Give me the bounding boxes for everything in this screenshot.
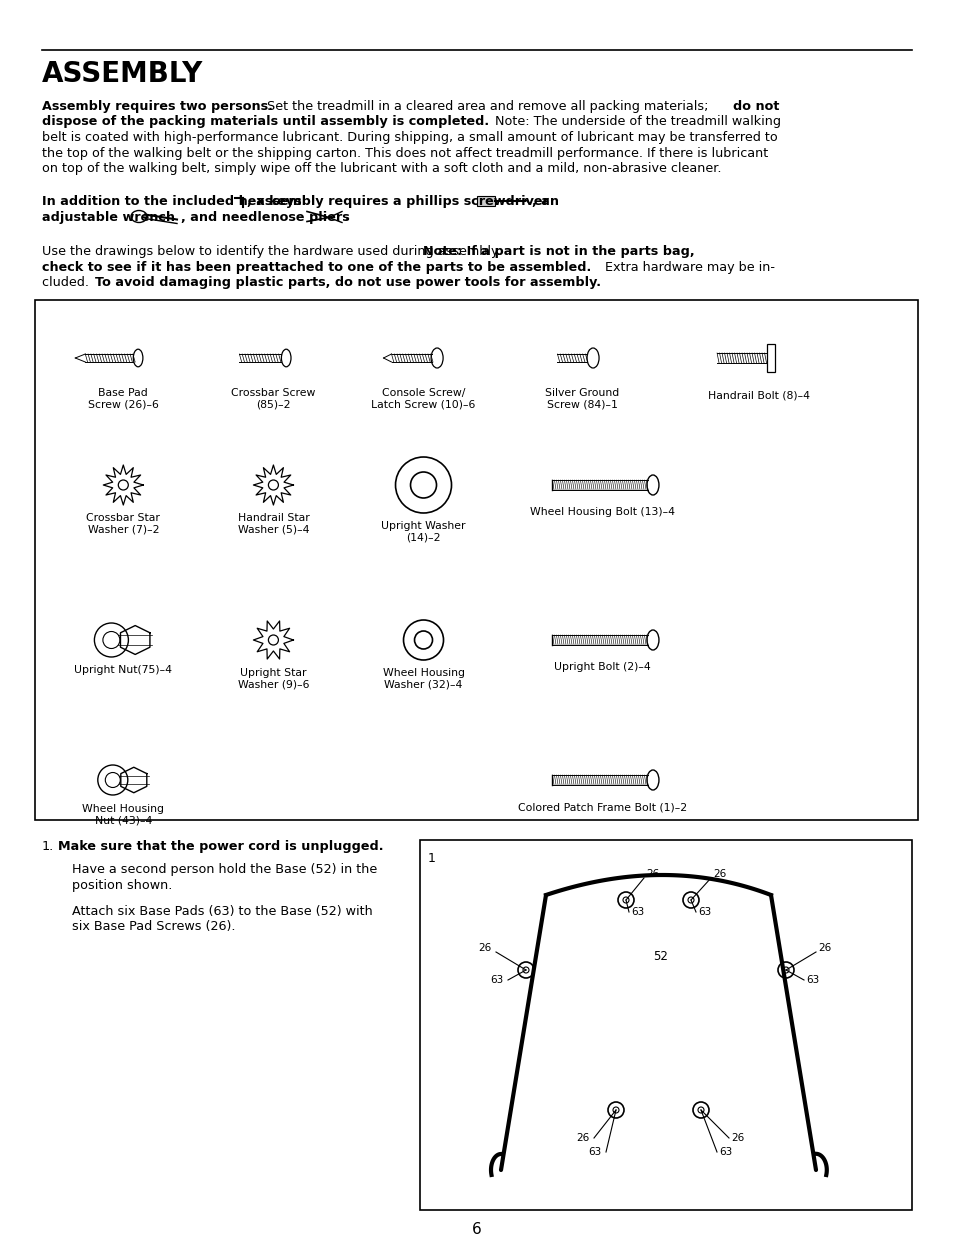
Text: 63: 63 [805, 974, 819, 986]
Text: 63: 63 [490, 974, 503, 986]
Bar [766, 345, 774, 372]
Circle shape [522, 967, 529, 973]
Circle shape [415, 631, 432, 650]
Text: 26: 26 [712, 869, 725, 879]
Text: check to see if it has been preattached to one of the parts to be assembled.: check to see if it has been preattached … [42, 261, 591, 273]
Circle shape [782, 967, 788, 973]
Circle shape [607, 1102, 623, 1118]
Circle shape [105, 773, 120, 788]
Circle shape [517, 962, 534, 978]
Text: Console Screw/
Latch Screw (10)–6: Console Screw/ Latch Screw (10)–6 [371, 388, 476, 410]
Text: cluded.: cluded. [42, 275, 92, 289]
Circle shape [94, 622, 129, 657]
Text: 26: 26 [477, 944, 491, 953]
Text: 63: 63 [719, 1147, 732, 1157]
Text: do not: do not [732, 100, 779, 112]
Text: Handrail Bolt (8)–4: Handrail Bolt (8)–4 [707, 390, 809, 400]
Text: Set the treadmill in a cleared area and remove all packing materials;: Set the treadmill in a cleared area and … [262, 100, 712, 112]
Circle shape [103, 631, 120, 648]
Text: 26: 26 [576, 1132, 589, 1144]
Text: Upright Star
Washer (9)–6: Upright Star Washer (9)–6 [237, 668, 309, 689]
Circle shape [687, 897, 693, 903]
Text: Crossbar Screw
(85)–2: Crossbar Screw (85)–2 [231, 388, 315, 410]
Text: position shown.: position shown. [71, 879, 172, 892]
Text: 1: 1 [428, 852, 436, 864]
Text: , and needlenose pliers: , and needlenose pliers [181, 210, 350, 224]
Text: 26: 26 [645, 869, 659, 879]
Circle shape [778, 962, 793, 978]
Text: Silver Ground
Screw (84)–1: Silver Ground Screw (84)–1 [545, 388, 618, 410]
Ellipse shape [646, 630, 659, 650]
Circle shape [698, 1107, 703, 1113]
Circle shape [268, 635, 278, 645]
Bar [476, 196, 495, 206]
Text: Crossbar Star
Washer (7)–2: Crossbar Star Washer (7)–2 [87, 513, 160, 535]
Circle shape [98, 764, 128, 795]
Circle shape [618, 892, 634, 908]
Text: Handrail Star
Washer (5)–4: Handrail Star Washer (5)–4 [237, 513, 309, 535]
Text: 63: 63 [698, 906, 711, 918]
Circle shape [403, 620, 443, 659]
Text: Base Pad
Screw (26)–6: Base Pad Screw (26)–6 [88, 388, 158, 410]
Circle shape [395, 457, 451, 513]
Ellipse shape [431, 348, 442, 368]
Text: Wheel Housing
Washer (32)–4: Wheel Housing Washer (32)–4 [382, 668, 464, 689]
Text: belt is coated with high-performance lubricant. During shipping, a small amount : belt is coated with high-performance lub… [42, 131, 777, 144]
Circle shape [613, 1107, 618, 1113]
Text: 52: 52 [653, 950, 668, 963]
Text: Attach six Base Pads (63) to the Base (52) with: Attach six Base Pads (63) to the Base (5… [71, 904, 373, 918]
Text: ASSEMBLY: ASSEMBLY [42, 61, 203, 88]
Text: Wheel Housing
Nut (43)–4: Wheel Housing Nut (43)–4 [82, 804, 164, 826]
Text: Make sure that the power cord is unplugged.: Make sure that the power cord is unplugg… [58, 840, 383, 853]
Circle shape [268, 480, 278, 490]
Text: Colored Patch Frame Bolt (1)–2: Colored Patch Frame Bolt (1)–2 [517, 802, 686, 811]
Text: 63: 63 [630, 906, 643, 918]
Text: 63: 63 [587, 1147, 600, 1157]
Ellipse shape [133, 350, 143, 367]
Text: Wheel Housing Bolt (13)–4: Wheel Housing Bolt (13)–4 [530, 508, 675, 517]
Text: Upright Bolt (2)–4: Upright Bolt (2)–4 [554, 662, 650, 672]
Text: .: . [345, 210, 350, 224]
Text: 26: 26 [817, 944, 830, 953]
Text: Upright Washer
(14)–2: Upright Washer (14)–2 [381, 521, 465, 542]
Text: Extra hardware may be in-: Extra hardware may be in- [600, 261, 775, 273]
Ellipse shape [586, 348, 598, 368]
Text: , an: , an [532, 195, 558, 207]
Text: Assembly requires two persons.: Assembly requires two persons. [42, 100, 273, 112]
Circle shape [692, 1102, 708, 1118]
Bar [419, 840, 911, 1210]
Text: Use the drawings below to identify the hardware used during assembly.: Use the drawings below to identify the h… [42, 245, 504, 258]
Text: Note: If a part is not in the parts bag,: Note: If a part is not in the parts bag, [422, 245, 694, 258]
Text: the top of the walking belt or the shipping carton. This does not affect treadmi: the top of the walking belt or the shipp… [42, 147, 767, 159]
Text: , assembly requires a phillips screwdriver: , assembly requires a phillips screwdriv… [247, 195, 548, 207]
Ellipse shape [281, 350, 291, 367]
Text: To avoid damaging plastic parts, do not use power tools for assembly.: To avoid damaging plastic parts, do not … [95, 275, 600, 289]
Text: 26: 26 [730, 1132, 743, 1144]
Text: six Base Pad Screws (26).: six Base Pad Screws (26). [71, 920, 235, 932]
Text: Have a second person hold the Base (52) in the: Have a second person hold the Base (52) … [71, 863, 376, 877]
Ellipse shape [646, 769, 659, 790]
Bar [35, 300, 917, 820]
Ellipse shape [646, 475, 659, 495]
Text: Upright Nut(75)–4: Upright Nut(75)–4 [74, 664, 172, 676]
Text: 6: 6 [472, 1221, 481, 1235]
Circle shape [682, 892, 699, 908]
Circle shape [410, 472, 436, 498]
Text: on top of the walking belt, simply wipe off the lubricant with a soft cloth and : on top of the walking belt, simply wipe … [42, 162, 720, 175]
Text: In addition to the included hex keys: In addition to the included hex keys [42, 195, 301, 207]
Text: adjustable wrench: adjustable wrench [42, 210, 174, 224]
Text: dispose of the packing materials until assembly is completed.: dispose of the packing materials until a… [42, 116, 489, 128]
Text: 1.: 1. [42, 840, 54, 853]
Circle shape [118, 480, 128, 490]
Circle shape [622, 897, 628, 903]
Text: Note: The underside of the treadmill walking: Note: The underside of the treadmill wal… [491, 116, 781, 128]
